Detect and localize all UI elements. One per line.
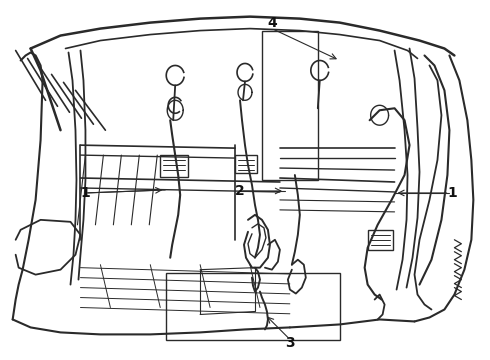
Bar: [235, 155, 257, 173]
Text: 1: 1: [80, 186, 90, 200]
Text: 4: 4: [267, 15, 277, 30]
Text: 2: 2: [235, 184, 245, 198]
Bar: [160, 155, 188, 177]
Text: 1: 1: [447, 186, 457, 200]
Bar: [166, 273, 340, 339]
Bar: [368, 230, 392, 250]
Bar: [262, 31, 318, 180]
Text: 3: 3: [285, 336, 294, 350]
